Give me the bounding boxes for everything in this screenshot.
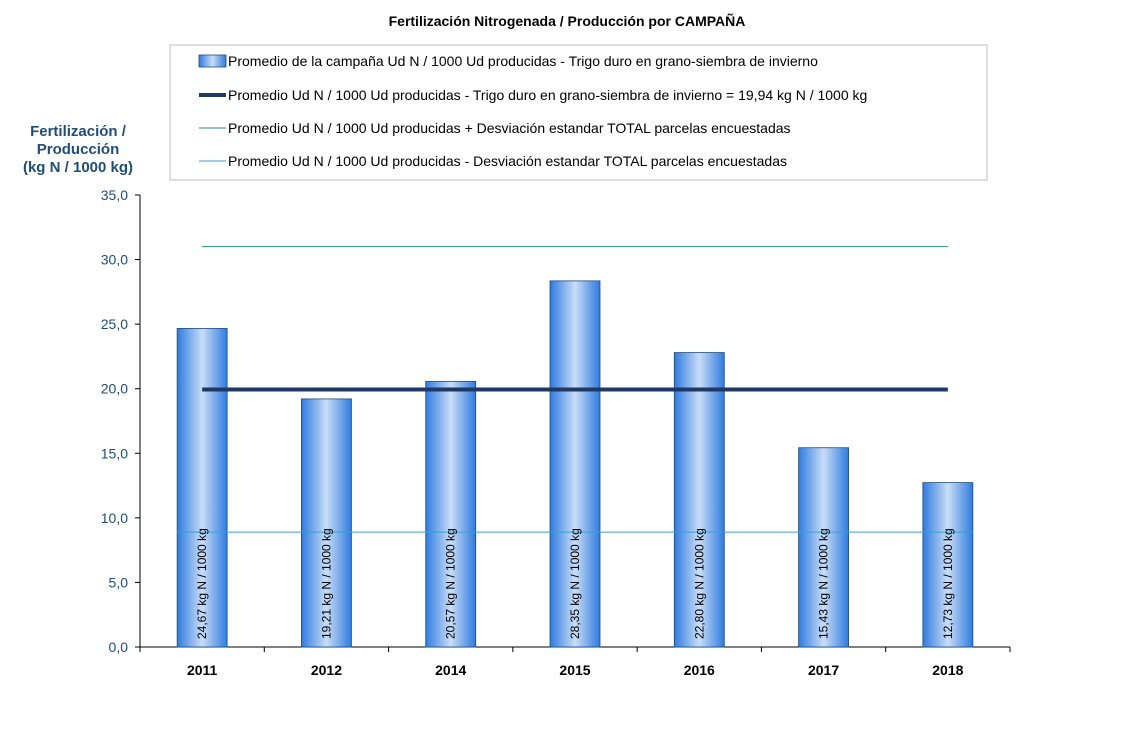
bar: [673, 352, 725, 648]
bar: [301, 398, 352, 648]
legend: Promedio de la campaña Ud N / 1000 Ud pr…: [169, 44, 988, 181]
data-label: 28,35 kg N / 1000 kg: [568, 528, 582, 639]
y-tick-label: 10,0: [101, 510, 128, 526]
y-tick-label: 25,0: [101, 316, 128, 332]
data-label: 12,73 kg N / 1000 kg: [941, 528, 955, 639]
y-tick-label: 0,0: [109, 639, 129, 655]
x-tick-label: 2014: [435, 662, 466, 678]
x-tick-label: 2018: [932, 662, 963, 678]
x-tick-label: 2012: [311, 662, 342, 678]
legend-entry-mean: Promedio Ud N / 1000 Ud producidas - Tri…: [228, 87, 867, 103]
bar: [176, 328, 228, 648]
x-tick-label: 2011: [187, 662, 218, 678]
legend-entry-bar: Promedio de la campaña Ud N / 1000 Ud pr…: [228, 53, 818, 69]
y-axis-label-line-3: (kg N / 1000 kg): [23, 159, 133, 176]
y-tick-label: 15,0: [101, 445, 128, 461]
data-label: 22,80 kg N / 1000 kg: [692, 528, 706, 639]
bar: [798, 447, 849, 648]
data-labels: 24,67 kg N / 1000 kg 19,21 kg N / 1000 kg…: [195, 528, 955, 639]
y-axis-label-line-2: Producción: [37, 141, 120, 158]
bar: [922, 482, 974, 648]
data-label: 15,43 kg N / 1000 kg: [817, 528, 831, 639]
data-label: 24,67 kg N / 1000 kg: [195, 528, 209, 639]
y-tick-label: 35,0: [101, 187, 128, 203]
y-tick-label: 20,0: [101, 381, 128, 397]
chart-title: Fertilización Nitrogenada / Producción p…: [389, 12, 746, 29]
bar: [425, 380, 477, 648]
data-label: 19,21 kg N / 1000 kg: [319, 528, 333, 639]
bars: [176, 280, 974, 648]
legend-swatch-bar: [198, 54, 227, 68]
x-tick-label: 2017: [808, 662, 839, 678]
axes: 0,0 5,0 10,0 15,0 20,0 25,0 30,0 35,0 2011 2012 20…: [101, 187, 1011, 678]
x-tick-label: 2015: [559, 662, 590, 678]
bar: [549, 280, 601, 648]
y-axis-label-line-1: Fertilización /: [30, 123, 127, 140]
legend-entry-std-lower: Promedio Ud N / 1000 Ud producidas - Des…: [228, 153, 787, 169]
legend-frame: [169, 44, 988, 181]
data-label: 20,57 kg N / 1000 kg: [444, 528, 458, 639]
reference-lines: [177, 246, 973, 533]
y-tick-label: 30,0: [101, 252, 128, 268]
y-tick-label: 5,0: [109, 574, 129, 590]
legend-entry-std-upper: Promedio Ud N / 1000 Ud producidas + Des…: [228, 120, 791, 136]
x-tick-label: 2016: [684, 662, 715, 678]
